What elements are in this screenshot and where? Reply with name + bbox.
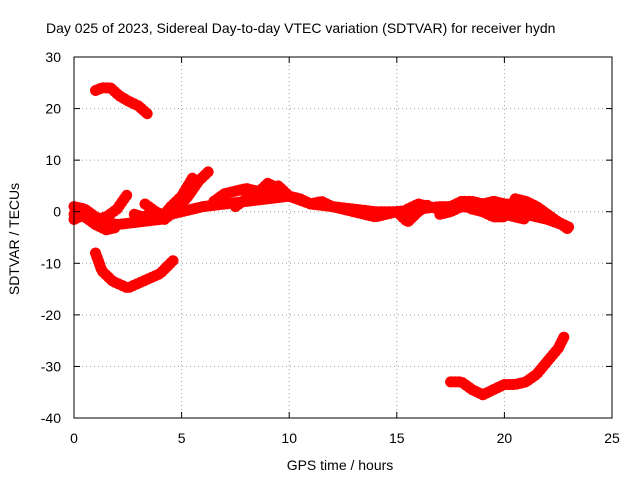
x-tick-label: 10 [281, 430, 297, 446]
y-tick-label: -10 [41, 255, 61, 271]
data-traces [68, 82, 575, 401]
y-tick-label: 20 [45, 101, 61, 117]
x-tick-label: 5 [178, 430, 186, 446]
tick-labels: 0 5 10 15 20 25 -40 -30 -20 -10 0 10 20 30 [41, 49, 620, 446]
y-tick-label: -20 [41, 307, 61, 323]
chart-title: Day 025 of 2023, Sidereal Day-to-day VTE… [46, 20, 555, 36]
trace-markers-arc-lower-left [90, 247, 179, 294]
trace-markers-arc-start-3 [68, 208, 123, 236]
axis-ticks [73, 56, 613, 419]
x-tick-label: 0 [70, 430, 78, 446]
trace-markers-arc-top-left [90, 82, 153, 120]
trace-markers-arc-mid-4 [272, 183, 360, 218]
trace-markers-arc-start-2 [68, 201, 166, 231]
x-axis-title: GPS time / hours [287, 457, 394, 473]
y-tick-label: 10 [45, 152, 61, 168]
plot-frame [73, 56, 613, 419]
trace-markers-arc-rise-d [128, 208, 157, 223]
y-tick-label: -40 [41, 410, 61, 426]
trace-markers-arc-mid-3 [229, 177, 284, 213]
y-tick-label: 30 [45, 49, 61, 65]
trace-markers-arc-bottom-right [445, 330, 571, 401]
y-tick-label: 0 [53, 204, 61, 220]
x-tick-label: 25 [604, 430, 620, 446]
y-axis-title: SDTVAR / TECUs [6, 183, 22, 295]
trace-markers-arc-right-2 [509, 193, 575, 233]
x-tick-label: 15 [389, 430, 405, 446]
x-tick-label: 20 [497, 430, 513, 446]
trace-markers-arc-right-3 [466, 203, 532, 225]
y-tick-label: -30 [41, 358, 61, 374]
trace-markers-arc-mid-5 [348, 198, 435, 228]
